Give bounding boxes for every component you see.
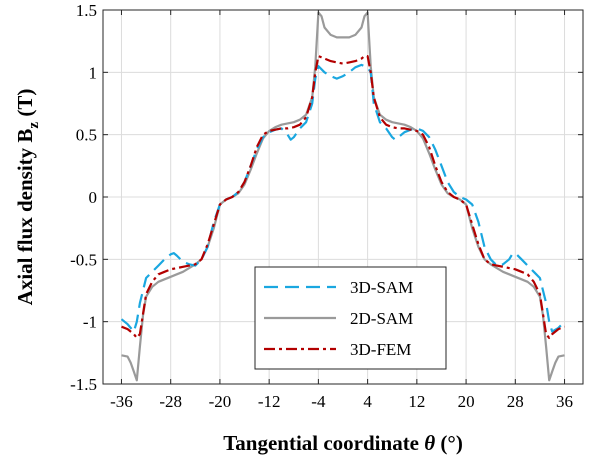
y-tick-label: -1 [83, 313, 97, 332]
legend-label-3d-fem: 3D-FEM [350, 340, 411, 359]
y-tick-label: 1 [89, 63, 98, 82]
series-layer [120, 11, 566, 382]
y-axis-unit: (T) [13, 89, 37, 117]
y-axis-label-text: Axial flux density B [13, 129, 37, 306]
series-line-3d-sam [120, 63, 566, 333]
tick-marks [103, 9, 583, 385]
x-tick-labels: -36 -28 -20 -12 -4 4 12 20 28 36 [110, 392, 573, 411]
y-tick-labels: -1.5 -1 -0.5 0 0.5 1 1.5 [70, 1, 97, 394]
x-axis-symbol: θ [424, 431, 435, 455]
x-tick-label: 12 [408, 392, 425, 411]
x-axis-unit: (°) [440, 431, 462, 455]
y-tick-label: 0 [89, 188, 98, 207]
y-tick-label: 0.5 [76, 126, 97, 145]
x-tick-label: -28 [159, 392, 182, 411]
x-tick-label: 4 [363, 392, 372, 411]
x-axis-label-text: Tangential coordinate [223, 431, 419, 455]
legend: 3D-SAM 2D-SAM 3D-FEM [254, 266, 447, 370]
y-axis-title: Axial flux density Bz (T) [13, 89, 43, 306]
x-tick-label: 28 [507, 392, 524, 411]
y-tick-label: -1.5 [70, 375, 97, 394]
x-axis-title: Tangential coordinate θ (°) [223, 431, 463, 455]
legend-label-3d-sam: 3D-SAM [350, 278, 413, 297]
legend-label-2d-sam: 2D-SAM [350, 309, 413, 328]
series-line-3d-fem [121, 54, 565, 339]
x-tick-label: -36 [110, 392, 133, 411]
x-tick-label: -20 [209, 392, 232, 411]
y-tick-label: 1.5 [76, 1, 97, 20]
series-line-2d-sam [121, 11, 565, 382]
x-tick-label: -12 [258, 392, 281, 411]
y-tick-label: -0.5 [70, 250, 97, 269]
x-tick-label: -4 [311, 392, 326, 411]
x-tick-label: 20 [458, 392, 475, 411]
x-tick-label: 36 [556, 392, 573, 411]
y-axis-subscript: z [26, 122, 42, 129]
